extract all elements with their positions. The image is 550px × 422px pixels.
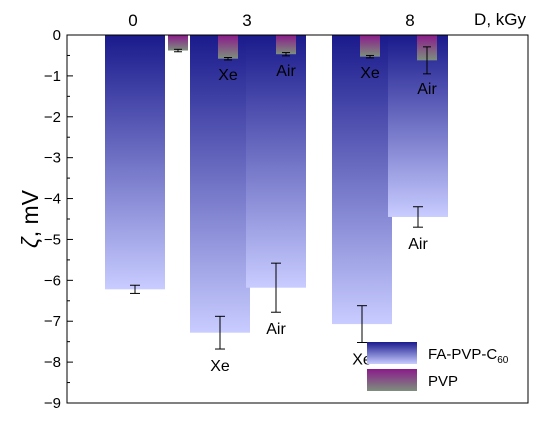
error-bar	[224, 56, 232, 61]
bar-pvp	[168, 35, 188, 51]
y-tick-label: −4	[44, 191, 61, 208]
legend: FA-PVP-C60 PVP	[367, 342, 509, 391]
y-axis-ticks: 0 −1 −2 −3 −4 −5 −6 −7 −8 −9	[44, 27, 73, 412]
error-bar	[357, 305, 367, 343]
dose-label: 0	[128, 11, 137, 30]
dose-label: 8	[405, 11, 414, 30]
bar-fa-pvp-c60	[246, 35, 306, 288]
error-bar	[366, 54, 374, 59]
error-bar	[413, 206, 423, 228]
y-tick-label: −8	[44, 354, 61, 371]
legend-label-fa-pvp-c60: FA-PVP-C60	[428, 346, 509, 366]
y-tick-label: −6	[44, 272, 61, 289]
y-tick-label: −5	[44, 231, 61, 248]
y-tick-label: −9	[44, 395, 61, 412]
condition-label: Xe	[360, 65, 380, 82]
condition-label: Air	[417, 81, 437, 98]
condition-label: Air	[276, 63, 296, 80]
error-bars-layer	[130, 46, 431, 350]
condition-labels: Xe Xe Air Air Xe Xe Air Air	[210, 63, 437, 375]
bar-fa-pvp-c60	[332, 35, 392, 325]
y-tick-label: 0	[53, 27, 61, 44]
bar-fa-pvp-c60	[105, 35, 165, 290]
bar-pvp	[276, 35, 296, 55]
y-axis-title: ζ, mV	[17, 189, 43, 248]
error-bar	[282, 52, 290, 57]
x-axis-title: D, kGy	[474, 10, 526, 29]
condition-label: Xe	[218, 67, 238, 84]
zeta-symbol: ζ	[17, 236, 43, 248]
dose-labels: 0 3 8	[128, 11, 414, 30]
y-tick-label: −1	[44, 68, 61, 85]
bar-fa-pvp-c60	[190, 35, 250, 333]
condition-label: Air	[408, 236, 428, 253]
error-bar	[174, 48, 182, 53]
y-axis-unit: , mV	[17, 189, 43, 237]
condition-label: Xe	[352, 351, 372, 368]
legend-label-pvp: PVP	[428, 373, 458, 390]
error-bar	[423, 46, 431, 75]
dose-label: 3	[242, 11, 251, 30]
y-tick-label: −2	[44, 109, 61, 126]
error-bar	[130, 284, 140, 294]
bar-pvp	[360, 35, 380, 57]
legend-swatch-pvp	[367, 369, 417, 391]
bar-pvp	[218, 35, 238, 59]
legend-swatch-fa-pvp-c60	[367, 342, 417, 364]
condition-label: Air	[266, 321, 286, 338]
bars-layer	[105, 35, 448, 333]
y-tick-label: −7	[44, 313, 61, 330]
error-bar	[215, 315, 225, 350]
error-bar	[271, 262, 281, 313]
bar-fa-pvp-c60	[388, 35, 448, 217]
condition-label: Xe	[210, 358, 230, 375]
y-tick-label: −3	[44, 150, 61, 167]
